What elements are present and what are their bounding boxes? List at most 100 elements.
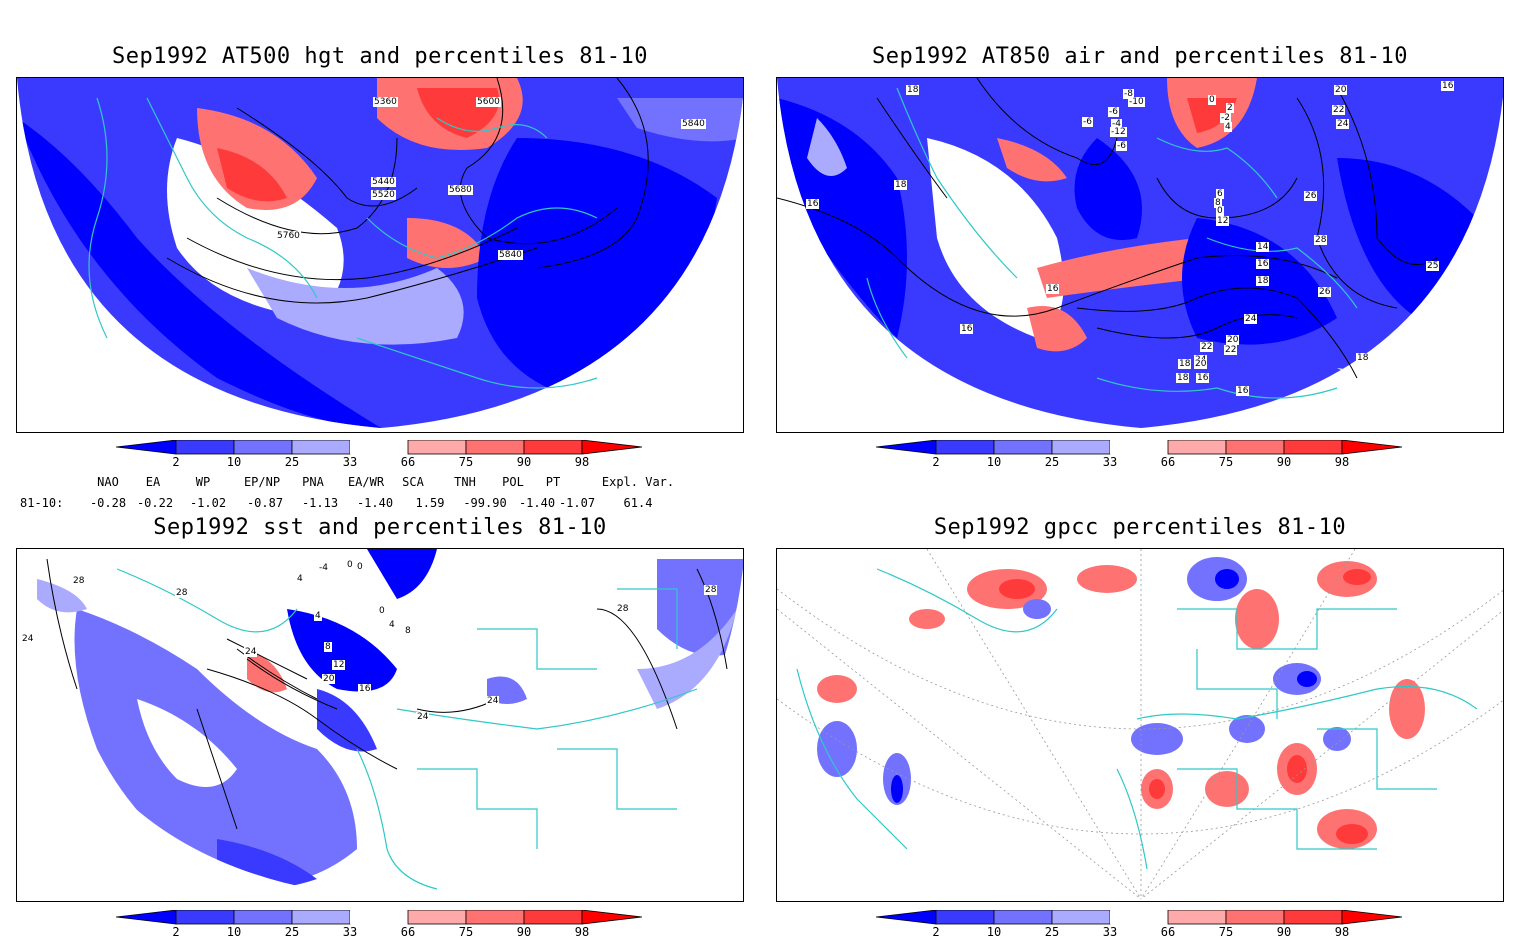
index-value: -1.40 — [356, 496, 394, 510]
contour-label: 16 — [1256, 259, 1270, 269]
map-hgt500-graphic — [17, 78, 743, 428]
index-header: POL — [502, 475, 524, 489]
index-row-label: 81-10: — [20, 496, 64, 510]
contour-label: 16 — [960, 324, 974, 334]
contour-label: 24 — [486, 696, 500, 706]
contour-label: 5840 — [498, 250, 523, 260]
contour-label: 20 — [1194, 359, 1208, 369]
panel-title-air850: Sep1992 AT850 air and percentiles 81-10 — [871, 44, 1409, 69]
contour-label: 4 — [388, 620, 396, 630]
contour-label: 14 — [1256, 242, 1270, 252]
index-value: -1.40 — [518, 496, 556, 510]
colorbar-tick-10: 10 — [986, 925, 1002, 939]
colorbar-tick-33: 33 — [1102, 455, 1118, 469]
contour-label: 8 — [404, 626, 412, 636]
index-header: SCA — [402, 475, 424, 489]
contour-label: 20 — [322, 674, 336, 684]
contour-label: 28 — [175, 588, 189, 598]
colorbar-tick-75: 75 — [458, 455, 474, 469]
panel-title-hgt500: Sep1992 AT500 hgt and percentiles 81-10 — [111, 44, 649, 69]
contour-label: 6 — [1216, 189, 1224, 199]
colorbar-ticks-top-left: 2 10 25 33 66 75 90 98 — [116, 455, 646, 471]
index-value: -0.87 — [246, 496, 284, 510]
map-gpcc-graphic — [777, 549, 1503, 900]
contour-label: 12 — [1216, 216, 1230, 226]
contour-label: 24 — [1244, 314, 1258, 324]
map-air850 — [776, 77, 1504, 433]
contour-label: 20 — [1226, 335, 1240, 345]
colorbar-tick-66: 66 — [400, 455, 416, 469]
colorbar-tick-98: 98 — [574, 925, 590, 939]
contour-label: 22 — [1224, 345, 1238, 355]
contour-label: 4 — [296, 574, 304, 584]
contour-label: 24 — [244, 647, 258, 657]
contour-label: 25 — [1426, 261, 1440, 271]
panel-title-gpcc: Sep1992 gpcc percentiles 81-10 — [933, 515, 1347, 540]
map-hgt500 — [16, 77, 744, 433]
contour-label: 5840 — [681, 119, 706, 129]
index-value: -0.22 — [136, 496, 174, 510]
contour-label: 24 — [21, 634, 35, 644]
index-value: -0.28 — [89, 496, 127, 510]
contour-label: 26 — [1318, 287, 1332, 297]
contour-label: 18 — [1178, 359, 1192, 369]
index-value: 61.4 — [623, 496, 653, 510]
contour-label: 16 — [1046, 284, 1060, 294]
index-value: -1.13 — [301, 496, 339, 510]
contour-label: 2 — [1226, 103, 1234, 113]
colorbar-tick-10: 10 — [986, 455, 1002, 469]
contour-label: 5440 — [371, 177, 396, 187]
contour-label: 0 — [378, 606, 386, 616]
map-sst — [16, 548, 744, 902]
colorbar-tick-66: 66 — [1160, 925, 1176, 939]
index-header: EA — [145, 475, 161, 489]
contour-label: 5680 — [448, 185, 473, 195]
colorbar-bottom-left — [116, 910, 643, 925]
colorbar-tick-10: 10 — [226, 455, 242, 469]
colorbar-tick-90: 90 — [516, 455, 532, 469]
colorbar-tick-90: 90 — [1276, 455, 1292, 469]
contour-label: 5760 — [276, 231, 301, 241]
colorbar-bottom-right — [876, 910, 1403, 925]
contour-label: 16 — [358, 684, 372, 694]
panel-title-sst: Sep1992 sst and percentiles 81-10 — [153, 515, 607, 540]
contour-label: 24 — [1336, 119, 1350, 129]
colorbar-tick-33: 33 — [1102, 925, 1118, 939]
map-gpcc — [776, 548, 1504, 902]
colorbar-tick-25: 25 — [1044, 455, 1060, 469]
contour-label: 0 — [1208, 95, 1216, 105]
contour-label: 28 — [616, 604, 630, 614]
contour-label: 28 — [72, 576, 86, 586]
colorbar-tick-25: 25 — [1044, 925, 1060, 939]
index-header: PNA — [302, 475, 324, 489]
contour-label: -6 — [1108, 107, 1119, 117]
contour-label: 4 — [1224, 122, 1232, 132]
index-header: PT — [545, 475, 561, 489]
index-header: WP — [195, 475, 211, 489]
index-headers: NAO EA WP EP/NP PNA EA/WR SCA TNH POL PT Expl. Var… — [0, 475, 760, 491]
contour-label: 22 — [1200, 342, 1214, 352]
contour-label: 12 — [332, 660, 346, 670]
contour-label: 16 — [1441, 81, 1455, 91]
colorbar-tick-66: 66 — [400, 925, 416, 939]
colorbar-ticks-bottom-right: 2 10 25 33 66 75 90 98 — [876, 925, 1406, 941]
contour-label: 18 — [894, 180, 908, 190]
map-air850-graphic — [777, 78, 1503, 428]
contour-label: 18 — [1176, 373, 1190, 383]
colorbar-tick-98: 98 — [1334, 455, 1350, 469]
colorbar-tick-2: 2 — [932, 455, 940, 469]
colorbar-tick-2: 2 — [172, 455, 180, 469]
colorbar-tick-98: 98 — [1334, 925, 1350, 939]
contour-label: -6 — [1082, 117, 1093, 127]
colorbar-tick-2: 2 — [172, 925, 180, 939]
contour-label: 0 — [346, 560, 354, 570]
map-sst-graphic — [17, 549, 743, 899]
contour-label: -10 — [1128, 97, 1145, 107]
colorbar-ticks-bottom-left: 2 10 25 33 66 75 90 98 — [116, 925, 646, 941]
colorbar-tick-98: 98 — [574, 455, 590, 469]
contour-label: 28 — [1314, 235, 1328, 245]
colorbar-tick-33: 33 — [342, 455, 358, 469]
index-header: EP/NP — [243, 475, 281, 489]
colorbar-tick-90: 90 — [516, 925, 532, 939]
contour-label: 18 — [906, 85, 920, 95]
